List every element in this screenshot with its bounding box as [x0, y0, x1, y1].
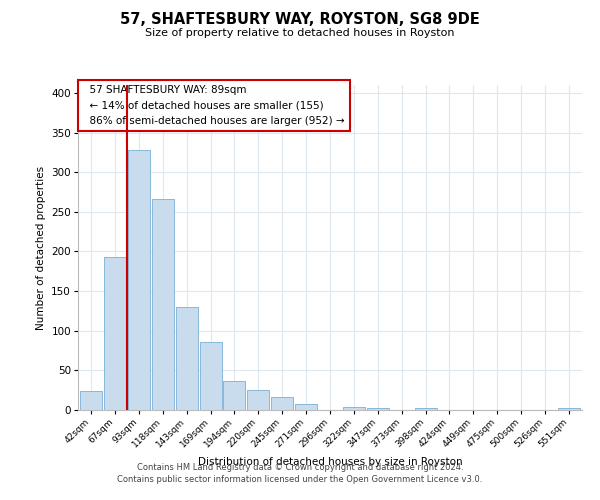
- Text: Contains public sector information licensed under the Open Government Licence v3: Contains public sector information licen…: [118, 475, 482, 484]
- Text: 57, SHAFTESBURY WAY, ROYSTON, SG8 9DE: 57, SHAFTESBURY WAY, ROYSTON, SG8 9DE: [120, 12, 480, 28]
- Bar: [104, 257, 126, 410]
- Text: 57 SHAFTESBURY WAY: 89sqm
  ← 14% of detached houses are smaller (155)
  86% of : 57 SHAFTESBURY WAY: 89sqm ← 14% of detac…: [83, 85, 344, 126]
- Bar: [415, 408, 437, 410]
- Bar: [128, 150, 150, 410]
- Bar: [176, 307, 197, 410]
- Y-axis label: Number of detached properties: Number of detached properties: [36, 166, 46, 330]
- Bar: [367, 408, 389, 410]
- Bar: [271, 396, 293, 410]
- Bar: [295, 404, 317, 410]
- Bar: [152, 199, 174, 410]
- Bar: [80, 391, 102, 410]
- Bar: [558, 408, 580, 410]
- Bar: [223, 380, 245, 410]
- Bar: [200, 342, 221, 410]
- X-axis label: Distribution of detached houses by size in Royston: Distribution of detached houses by size …: [197, 458, 463, 468]
- Text: Size of property relative to detached houses in Royston: Size of property relative to detached ho…: [145, 28, 455, 38]
- Text: Contains HM Land Registry data © Crown copyright and database right 2024.: Contains HM Land Registry data © Crown c…: [137, 464, 463, 472]
- Bar: [343, 407, 365, 410]
- Bar: [247, 390, 269, 410]
